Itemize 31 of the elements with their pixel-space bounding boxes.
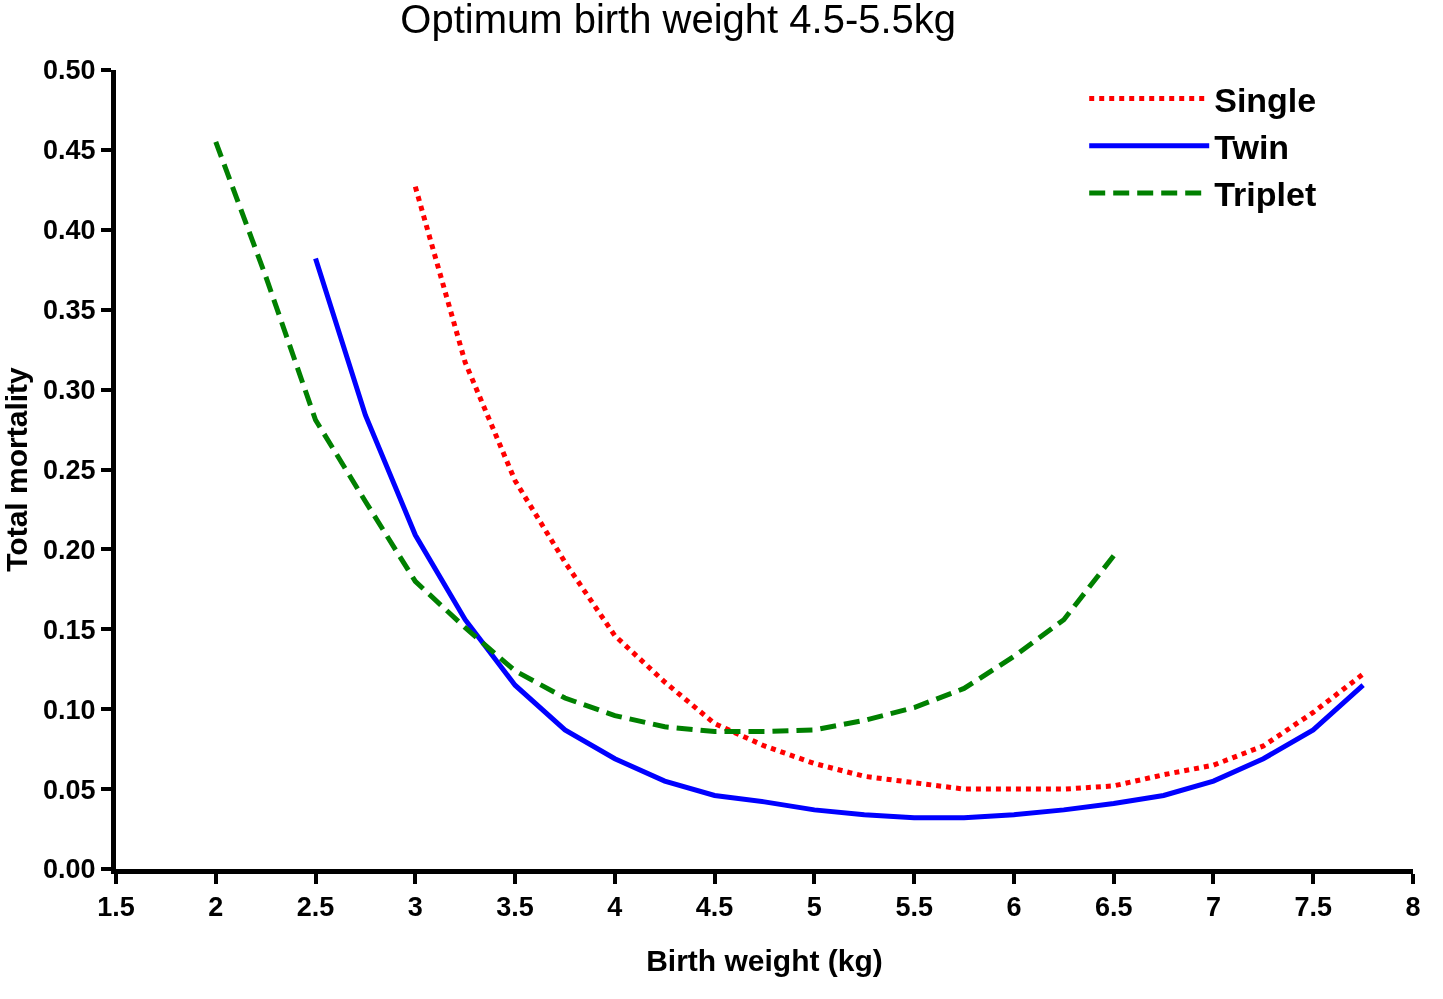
y-tick-label: 0.35 (43, 295, 96, 326)
y-tick-label: 0.00 (43, 854, 96, 885)
legend-label: Triplet (1214, 175, 1317, 214)
y-tick-label: 0.25 (43, 454, 96, 485)
x-tick-label: 8 (1405, 892, 1421, 923)
x-tick-label: 4 (607, 892, 623, 923)
chart-title: Optimum birth weight 4.5-5.5kg (400, 0, 957, 41)
x-tick-label: 7.5 (1294, 892, 1332, 923)
y-tick-label: 0.15 (43, 614, 96, 645)
legend-label: Twin (1214, 128, 1290, 167)
x-tick-label: 5 (806, 892, 822, 923)
y-tick-label: 0.20 (43, 534, 96, 565)
y-tick-label: 0.05 (43, 774, 96, 805)
x-tick-label: 2.5 (296, 892, 335, 923)
y-tick-label: 0.40 (43, 215, 96, 246)
y-tick-label: 0.45 (43, 135, 96, 166)
y-tick-label: 0.50 (43, 55, 96, 86)
x-tick-label: 5.5 (895, 892, 933, 923)
x-tick-label: 1.5 (97, 892, 135, 923)
x-tick-label: 4.5 (695, 892, 734, 923)
y-tick-label: 0.10 (43, 694, 96, 725)
x-axis-title: Birth weight (kg) (646, 943, 883, 977)
y-tick-label: 0.30 (43, 375, 96, 406)
x-tick-label: 3 (407, 892, 423, 923)
x-tick-label: 2 (208, 892, 224, 923)
y-axis-title: Total mortality (0, 366, 33, 572)
legend-label: Single (1214, 80, 1317, 119)
x-tick-label: 6 (1006, 892, 1022, 923)
x-tick-label: 3.5 (496, 892, 534, 923)
x-tick-label: 7 (1205, 892, 1221, 923)
x-tick-label: 6.5 (1094, 892, 1133, 923)
